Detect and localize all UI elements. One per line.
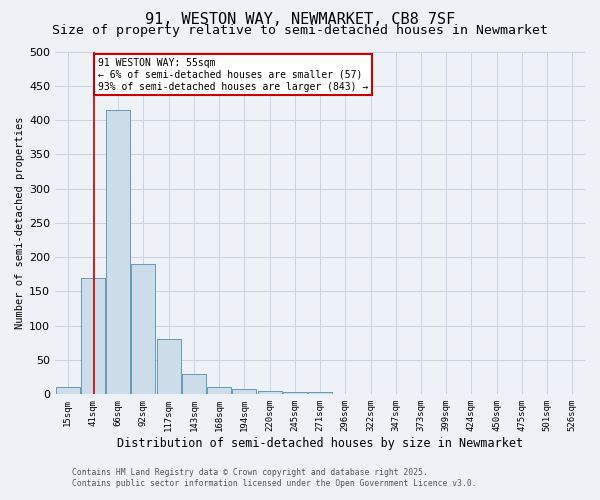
Bar [232,389,256,394]
Bar [283,392,307,394]
Y-axis label: Number of semi-detached properties: Number of semi-detached properties [15,116,25,329]
Bar [257,391,281,394]
Bar [131,264,155,394]
Bar [81,278,105,394]
Text: 91, WESTON WAY, NEWMARKET, CB8 7SF: 91, WESTON WAY, NEWMARKET, CB8 7SF [145,12,455,28]
Bar [308,392,332,394]
X-axis label: Distribution of semi-detached houses by size in Newmarket: Distribution of semi-detached houses by … [117,437,523,450]
Text: Size of property relative to semi-detached houses in Newmarket: Size of property relative to semi-detach… [52,24,548,37]
Bar [106,110,130,395]
Bar [207,388,231,394]
Bar [157,340,181,394]
Bar [56,388,80,394]
Text: Contains HM Land Registry data © Crown copyright and database right 2025.
Contai: Contains HM Land Registry data © Crown c… [72,468,476,487]
Text: 91 WESTON WAY: 55sqm
← 6% of semi-detached houses are smaller (57)
93% of semi-d: 91 WESTON WAY: 55sqm ← 6% of semi-detach… [98,58,368,92]
Bar [182,374,206,394]
